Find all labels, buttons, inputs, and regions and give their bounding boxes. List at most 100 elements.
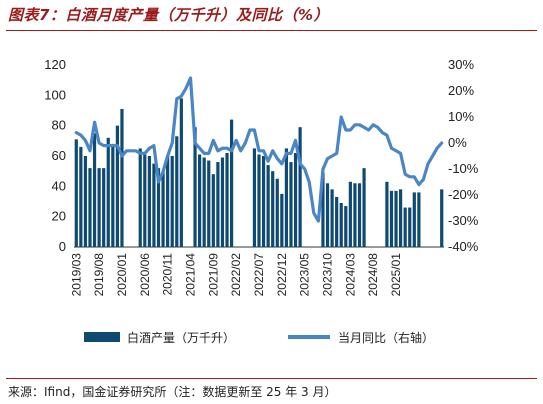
bar <box>152 163 156 247</box>
legend-bar-label: 白酒产量（万千升） <box>127 330 235 345</box>
bar <box>275 178 279 247</box>
x-tick-label: 2019/03 <box>69 253 83 297</box>
source-rule <box>6 378 537 379</box>
source-note: 来源：Ifind，国金证券研究所（注：数据更新至 25 年 3 月） <box>8 385 337 399</box>
bar <box>220 157 225 247</box>
bar <box>325 183 330 247</box>
x-tick-label: 2021/09 <box>206 253 220 297</box>
bar <box>225 152 229 247</box>
bar <box>298 127 302 247</box>
bar <box>440 189 444 247</box>
bar <box>83 156 88 247</box>
bar <box>179 98 183 247</box>
x-tick-label: 2023/10 <box>321 253 335 297</box>
legend: 白酒产量（万千升） 当月同比（右轴） <box>84 330 434 345</box>
bar <box>216 162 220 247</box>
bar <box>120 108 124 247</box>
bar <box>143 154 147 247</box>
bar <box>161 171 165 247</box>
bar <box>79 146 83 247</box>
bar <box>106 137 110 247</box>
bar <box>229 119 234 247</box>
bar <box>261 156 266 247</box>
bar-series <box>74 98 444 247</box>
bar <box>252 148 257 247</box>
y-left-tick-label: 0 <box>59 239 66 254</box>
bar <box>403 207 407 247</box>
x-tick-label: 2020/11 <box>161 253 175 296</box>
bar <box>271 171 275 247</box>
bar <box>417 192 421 247</box>
y-left-tick-label: 40 <box>52 178 66 193</box>
yoy-line <box>74 76 444 223</box>
bar <box>202 157 206 247</box>
bar <box>266 165 270 247</box>
title-rule <box>6 30 537 31</box>
bar <box>335 196 339 247</box>
bar <box>394 190 398 247</box>
line-series <box>74 76 444 223</box>
bar <box>170 156 174 247</box>
bar <box>88 168 92 247</box>
y-right-tick-label: -40% <box>448 239 479 254</box>
tick-labels: 0 20 40 60 80 100 120 30% 20% 10% 0% -10% -20% -30% -4… <box>44 57 478 296</box>
x-tick-label: 2019/08 <box>92 253 106 297</box>
bar <box>348 181 352 247</box>
y-right-tick-label: 20% <box>448 83 474 98</box>
y-right-tick-label: -30% <box>448 213 479 228</box>
x-tick-label: 2020/06 <box>138 253 152 297</box>
y-left-tick-label: 80 <box>52 118 66 133</box>
bar <box>147 156 151 247</box>
bar <box>408 207 412 247</box>
y-right-tick-label: 10% <box>448 109 474 124</box>
x-tick-label: 2022/12 <box>275 253 289 297</box>
chart-title: 图表7：白酒月度产量（万千升）及同比（%） <box>8 6 329 24</box>
bar <box>102 168 106 247</box>
x-tick-label: 2022/07 <box>252 253 266 297</box>
bar <box>92 133 97 247</box>
y-left-tick-label: 120 <box>44 57 66 72</box>
bar <box>385 181 389 247</box>
legend-bar-swatch <box>84 332 120 342</box>
y-right-tick-label: 30% <box>448 57 474 72</box>
bar <box>357 183 362 247</box>
bar <box>257 154 261 247</box>
bar <box>362 168 366 247</box>
x-tick-label: 2023/05 <box>298 253 312 297</box>
bar <box>412 192 416 247</box>
bar <box>193 127 197 247</box>
bar <box>339 203 343 247</box>
bar <box>198 154 202 247</box>
bar <box>321 172 325 247</box>
bar <box>211 174 215 247</box>
x-tick-label: 2024/03 <box>343 253 357 297</box>
y-left-tick-label: 60 <box>52 148 66 163</box>
bar <box>399 189 403 247</box>
bar <box>166 156 170 247</box>
legend-line-label: 当月同比（右轴） <box>338 330 434 345</box>
bar <box>284 148 289 247</box>
x-tick-label: 2020/01 <box>115 253 129 297</box>
x-tick-label: 2022/02 <box>229 253 243 297</box>
bar <box>175 136 179 247</box>
bar <box>344 206 348 247</box>
y-right-tick-label: -20% <box>448 187 479 202</box>
bar <box>280 193 284 247</box>
bar <box>138 148 142 247</box>
bar <box>74 139 78 247</box>
x-tick-label: 2024/08 <box>366 253 380 297</box>
bar <box>156 168 161 247</box>
y-right-tick-label: -10% <box>448 161 479 176</box>
bar <box>97 168 101 247</box>
y-left-tick-label: 20 <box>52 209 66 224</box>
bar <box>389 190 394 247</box>
bar <box>207 160 211 247</box>
bar <box>289 162 293 247</box>
y-left-tick-label: 100 <box>44 87 66 102</box>
x-tick-label: 2021/04 <box>183 253 197 297</box>
y-right-tick-label: 0% <box>448 135 467 150</box>
x-tick-label: 2025/01 <box>389 253 403 297</box>
bar <box>353 183 357 247</box>
bar <box>111 143 115 247</box>
